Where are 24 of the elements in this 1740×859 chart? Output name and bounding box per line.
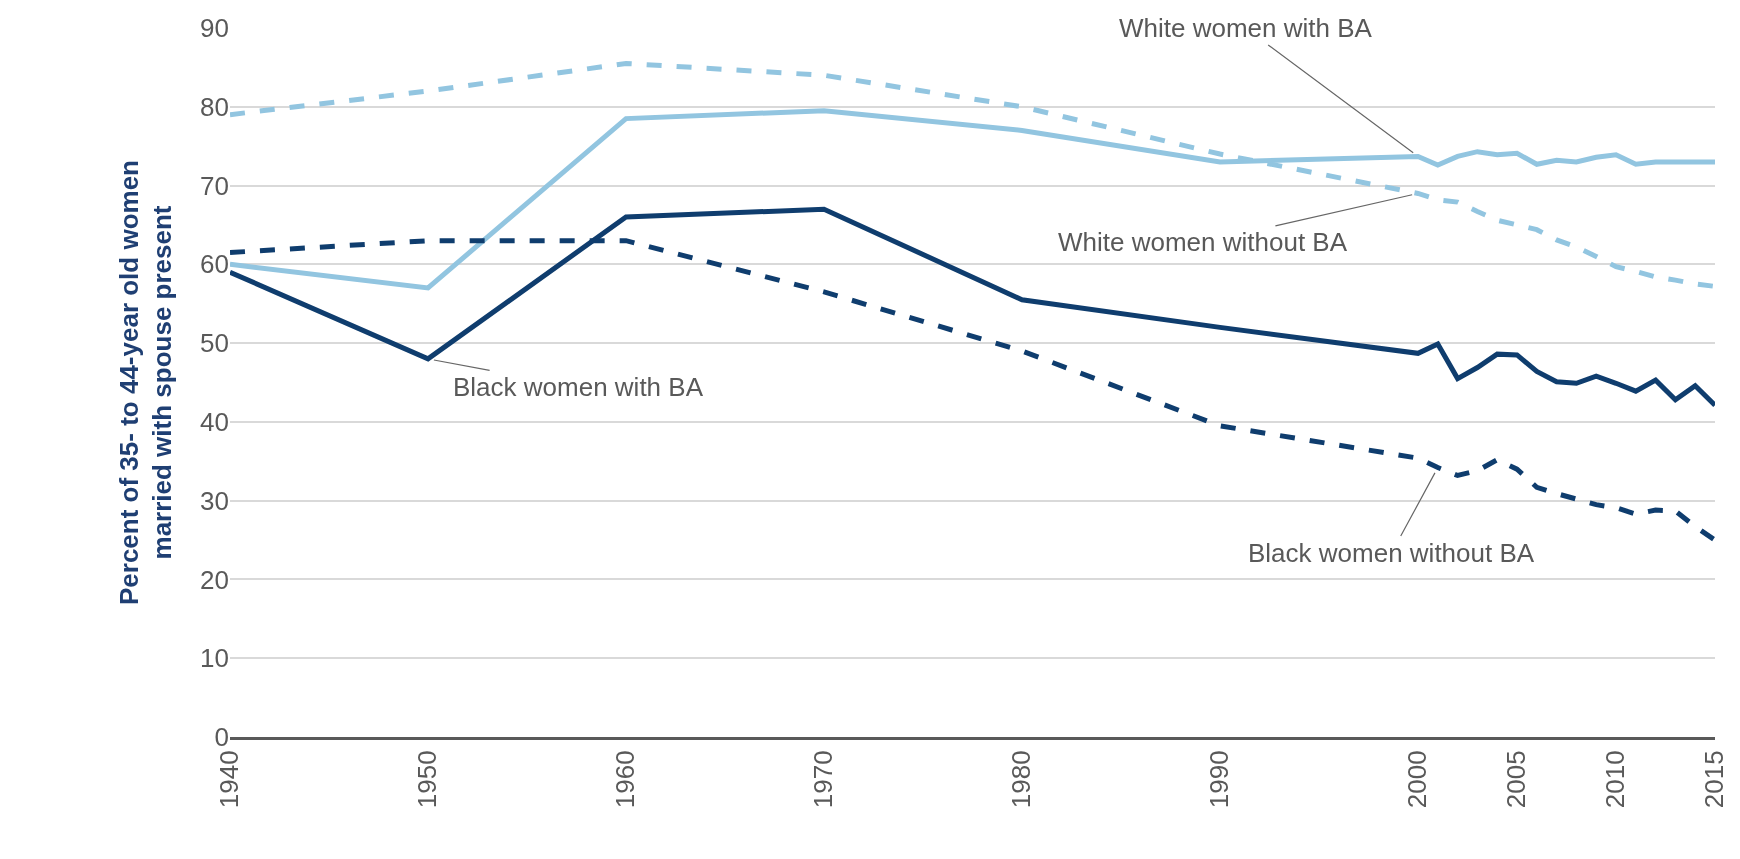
y-tick-label: 60 xyxy=(200,249,229,280)
x-tick-label: 1990 xyxy=(1204,750,1235,809)
y-tick-label: 20 xyxy=(200,564,229,595)
x-tick-label: 2010 xyxy=(1600,750,1631,809)
y-tick-label: 10 xyxy=(200,643,229,674)
y-tick-label: 30 xyxy=(200,485,229,516)
y-axis-title: Percent of 35- to 44-year old women married with spouse present xyxy=(113,159,178,606)
y-tick-label: 40 xyxy=(200,406,229,437)
y-tick-label: 80 xyxy=(200,91,229,122)
x-tick-label: 1940 xyxy=(214,750,245,809)
series-label: White women without BA xyxy=(1058,227,1348,257)
y-tick-label: 90 xyxy=(200,13,229,44)
text: White women with BA xyxy=(1119,13,1373,43)
x-tick-label: 1950 xyxy=(412,750,443,809)
x-tick-label: 1960 xyxy=(610,750,641,809)
series-label: Black women with BA xyxy=(453,372,704,402)
x-tick-label: 1980 xyxy=(1006,750,1037,809)
x-tick-label: 2000 xyxy=(1402,750,1433,809)
x-tick-label: 1970 xyxy=(808,750,839,809)
y-tick-label: 70 xyxy=(200,170,229,201)
x-tick-label: 2005 xyxy=(1501,750,1532,809)
series-label: Black women without BA xyxy=(1248,538,1535,568)
y-tick-label: 50 xyxy=(200,328,229,359)
x-tick-label: 2015 xyxy=(1699,750,1730,809)
